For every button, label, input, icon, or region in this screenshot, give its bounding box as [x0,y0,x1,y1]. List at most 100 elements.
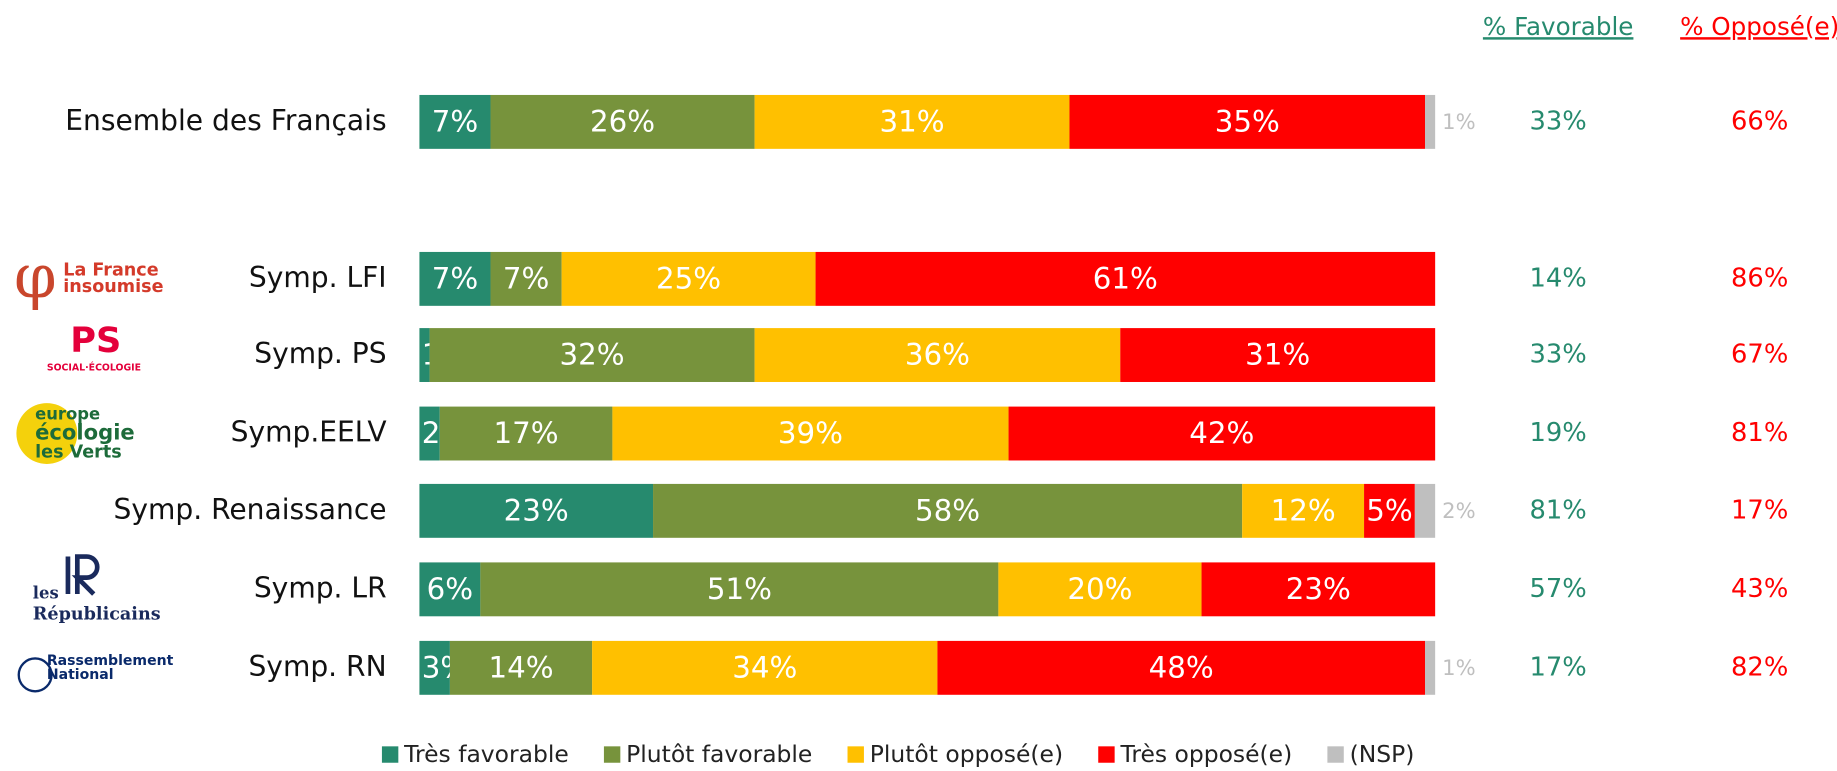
bar-segment [419,406,440,461]
favorable-value: 17% [1530,652,1587,682]
opposed-value: 86% [1731,263,1788,293]
category-label: Symp. Renaissance [114,493,387,526]
category-label: Ensemble des Français [65,104,386,137]
bar-segment [449,640,593,695]
value-label: 6% [427,572,473,606]
category-label: Symp. PS [254,337,386,370]
legend-label: Plutôt favorable [626,740,812,768]
favorable-value: 14% [1530,263,1587,293]
value-label: 14% [488,651,553,685]
bar-segment [439,406,613,461]
bar-segment [1201,562,1436,617]
bar-segment [480,562,999,617]
bar-segment [419,562,481,617]
bar-segment [653,483,1243,538]
bar-segment [1424,94,1436,149]
legend-label: (NSP) [1350,740,1415,768]
logo-text: SOCIAL·ÉCOLOGIE [47,361,141,373]
logo-flame [17,657,53,693]
category-label: Symp. LR [254,571,387,604]
bar-segment [490,94,755,149]
legend-swatch [381,746,399,763]
logo-text: National [47,667,114,683]
value-label: 7% [503,262,549,296]
category-label: Symp. RN [248,650,386,683]
favorable-value: 57% [1530,574,1587,604]
opposed-value: 66% [1731,106,1788,136]
logo-text: PS [70,320,121,361]
bar-segment [419,328,430,382]
bar-segment [815,251,1436,306]
logo-text: insoumise [63,277,163,297]
bar-segment [998,562,1202,617]
favorable-value: 33% [1530,106,1587,136]
legend-label: Plutôt opposé(e) [870,740,1063,768]
value-label: 12% [1271,494,1336,528]
logo-sun [16,403,78,464]
column-header: % Opposé(e) [1680,12,1837,41]
bar-segment [490,251,562,306]
column-header: % Favorable [1483,12,1634,41]
opposed-value: 43% [1731,574,1788,604]
value-label: 26% [590,105,655,139]
value-label: 32% [560,338,625,372]
logo-text: Républicains [33,605,161,625]
value-label: 39% [778,416,843,450]
bar-segment [1414,483,1436,538]
opposed-value: 82% [1731,652,1788,682]
opposed-value: 17% [1731,495,1788,525]
value-label: 2% [1442,498,1475,523]
bar-segment [612,406,1009,461]
logo-text: europe [35,404,100,423]
value-label: 7% [432,262,478,296]
value-label: 51% [707,572,772,606]
logo-text: les [33,584,59,603]
favorable-value: 33% [1530,340,1587,370]
category-label: Symp.EELV [231,416,387,449]
legend-label: Très opposé(e) [1119,740,1292,768]
value-label: 42% [1189,416,1254,450]
value-label: 20% [1067,572,1132,606]
bar-segment [754,328,1121,382]
logo-text: les Verts [35,442,122,462]
logo-mark [65,554,100,596]
bar-segment [419,483,654,538]
legend-swatch [1098,746,1115,763]
bar-segment [1242,483,1365,538]
value-label: 1% [1442,655,1475,680]
bar-segment [419,640,450,695]
value-label: 35% [1215,105,1280,139]
value-label: 23% [504,494,569,528]
value-label: 36% [905,338,970,372]
value-label: 31% [880,105,945,139]
value-label: 34% [732,651,797,685]
opposed-value: 81% [1731,418,1788,448]
bar-segment [592,640,938,695]
favorable-value: 81% [1530,495,1587,525]
bar-segment [561,251,816,306]
bar-segment [1069,94,1425,149]
value-label: 48% [1149,651,1214,685]
bar-segment [1364,483,1415,538]
legend-swatch [1327,746,1344,763]
opposed-value: 67% [1731,340,1788,370]
bar-segment [1008,406,1436,461]
value-label: 58% [915,494,980,528]
logo-text: écologie [35,420,135,445]
value-label: 1% [1442,109,1475,134]
legend-swatch [847,746,864,763]
favorable-value: 19% [1530,418,1587,448]
value-label: 25% [656,262,721,296]
logo-text: Rassemblement [47,653,174,669]
bar-segment [419,251,491,306]
logo-mark: φ [14,241,57,312]
category-label: Symp. LFI [249,261,387,294]
value-label: 7% [432,105,478,139]
value-label: 23% [1286,572,1351,606]
bar-segment [1424,640,1436,695]
legend-label: Très favorable [403,740,569,768]
legend-swatch [603,746,621,763]
logo-text: La France [63,261,158,281]
bar-segment [419,94,491,149]
